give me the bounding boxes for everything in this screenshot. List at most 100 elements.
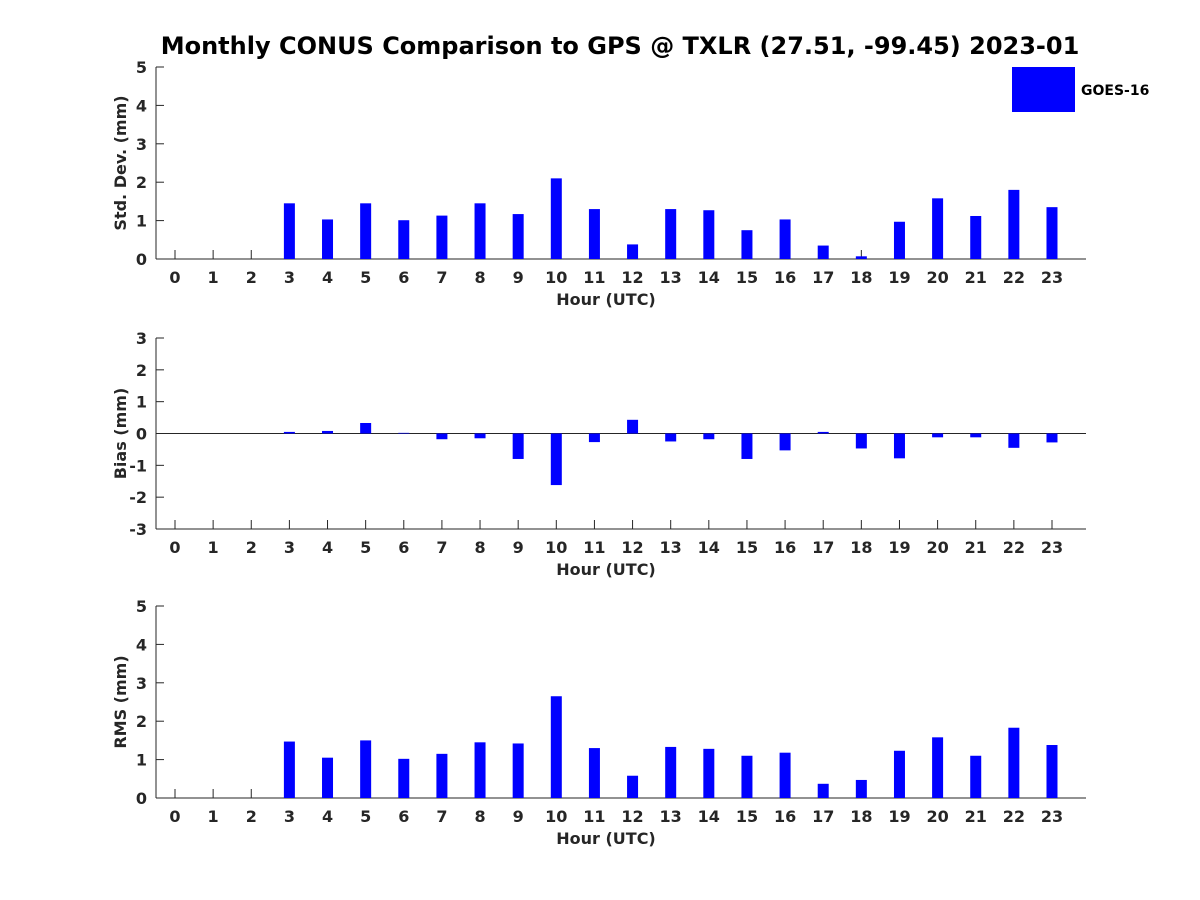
bar-hour-5 — [360, 740, 372, 798]
x-tick-label: 9 — [513, 807, 524, 826]
x-tick-label: 14 — [698, 807, 720, 826]
y-tick-label: -3 — [129, 520, 147, 539]
x-tick-label: 12 — [621, 807, 643, 826]
y-tick-label: 1 — [136, 393, 147, 412]
x-tick-label: 9 — [513, 538, 524, 557]
bar-hour-8 — [474, 742, 486, 798]
x-tick-label: 20 — [926, 807, 948, 826]
x-tick-label: 22 — [1003, 807, 1025, 826]
x-tick-label: 12 — [621, 268, 643, 287]
bar-hour-9 — [512, 214, 524, 259]
x-tick-label: 3 — [284, 807, 295, 826]
x-tick-label: 23 — [1041, 268, 1063, 287]
x-tick-label: 10 — [545, 268, 567, 287]
x-tick-label: 23 — [1041, 807, 1063, 826]
x-tick-label: 3 — [284, 538, 295, 557]
x-tick-label: 9 — [513, 268, 524, 287]
y-tick-label: 1 — [136, 212, 147, 231]
x-tick-label: 1 — [208, 807, 219, 826]
bar-hour-3 — [283, 741, 295, 798]
y-tick-label: 2 — [136, 361, 147, 380]
bar-hour-20 — [932, 198, 944, 259]
y-tick-label: 5 — [136, 58, 147, 77]
bar-hour-13 — [665, 746, 677, 798]
x-tick-label: 17 — [812, 807, 834, 826]
bar-hour-18 — [855, 779, 867, 798]
bar-hour-8 — [474, 203, 486, 259]
bar-hour-22 — [1008, 433, 1020, 448]
legend: GOES-16 — [1012, 67, 1149, 112]
y-tick-label: -2 — [129, 488, 147, 507]
bar-hour-6 — [398, 220, 410, 259]
bar-hour-5 — [360, 422, 372, 434]
bar-hour-9 — [512, 743, 524, 798]
x-tick-label: 21 — [965, 807, 987, 826]
bar-hour-7 — [436, 753, 448, 798]
x-tick-label: 10 — [545, 538, 567, 557]
bar-hour-5 — [360, 203, 372, 259]
bar-hour-9 — [512, 433, 524, 459]
bar-hour-7 — [436, 215, 448, 259]
y-tick-label: 4 — [136, 635, 147, 654]
y-tick-label: 5 — [136, 597, 147, 616]
x-tick-label: 20 — [926, 268, 948, 287]
bar-hour-15 — [741, 230, 753, 259]
x-tick-label: 2 — [246, 807, 257, 826]
bar-hour-22 — [1008, 727, 1020, 798]
x-tick-label: 16 — [774, 538, 796, 557]
x-tick-label: 13 — [660, 807, 682, 826]
y-axis-label: Std. Dev. (mm) — [111, 95, 130, 230]
y-tick-label: 0 — [136, 250, 147, 269]
bar-hour-19 — [893, 433, 905, 459]
x-tick-label: 14 — [698, 268, 720, 287]
x-tick-label: 5 — [360, 538, 371, 557]
x-tick-label: 8 — [474, 268, 485, 287]
bar-hour-14 — [703, 433, 715, 440]
bar-hour-17 — [817, 245, 829, 259]
x-tick-label: 11 — [583, 807, 605, 826]
x-tick-label: 11 — [583, 268, 605, 287]
x-tick-label: 8 — [474, 538, 485, 557]
x-tick-label: 7 — [436, 538, 447, 557]
bar-hour-13 — [665, 209, 677, 259]
x-tick-label: 16 — [774, 268, 796, 287]
x-tick-label: 2 — [246, 268, 257, 287]
x-tick-label: 10 — [545, 807, 567, 826]
bar-hour-4 — [322, 757, 334, 798]
x-tick-label: 6 — [398, 538, 409, 557]
x-tick-label: 4 — [322, 268, 333, 287]
y-tick-label: 2 — [136, 173, 147, 192]
bar-hour-8 — [474, 433, 486, 439]
x-tick-label: 7 — [436, 807, 447, 826]
bar-hour-13 — [665, 433, 677, 442]
x-tick-label: 4 — [322, 807, 333, 826]
legend-swatch — [1012, 67, 1075, 112]
bar-hour-23 — [1046, 433, 1058, 443]
bar-hour-16 — [779, 752, 791, 798]
bar-hour-6 — [398, 758, 410, 798]
y-tick-label: 3 — [136, 135, 147, 154]
bar-hour-10 — [550, 696, 562, 798]
y-tick-label: 3 — [136, 329, 147, 348]
x-tick-label: 19 — [888, 538, 910, 557]
x-tick-label: 23 — [1041, 538, 1063, 557]
figure-title: Monthly CONUS Comparison to GPS @ TXLR (… — [161, 32, 1080, 60]
y-tick-label: 0 — [136, 425, 147, 444]
bar-hour-18 — [855, 256, 867, 259]
x-tick-label: 21 — [965, 538, 987, 557]
x-axis-label: Hour (UTC) — [556, 290, 656, 309]
legend-label: GOES-16 — [1081, 83, 1149, 99]
bar-hour-11 — [588, 748, 600, 798]
x-axis-label: Hour (UTC) — [556, 560, 656, 579]
x-tick-label: 12 — [621, 538, 643, 557]
bar-hour-12 — [627, 419, 639, 434]
x-tick-label: 6 — [398, 268, 409, 287]
x-tick-label: 8 — [474, 807, 485, 826]
x-tick-label: 3 — [284, 268, 295, 287]
bar-hour-16 — [779, 219, 791, 259]
bar-hour-11 — [588, 433, 600, 443]
